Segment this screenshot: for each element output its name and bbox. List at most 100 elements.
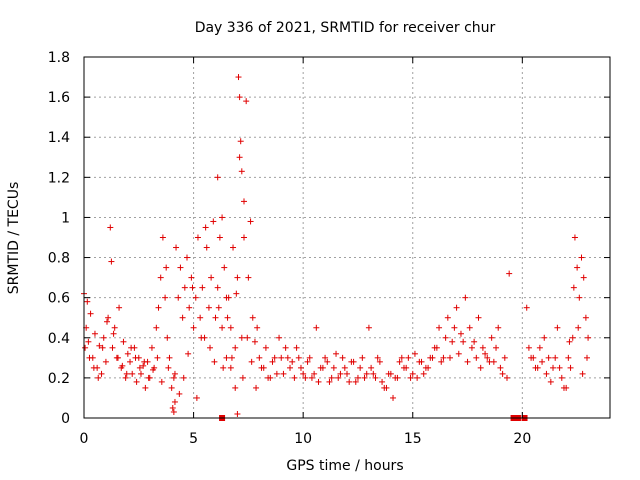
data-point — [153, 324, 160, 331]
data-point — [232, 384, 239, 391]
data-point — [444, 314, 451, 321]
data-point — [575, 324, 582, 331]
data-point — [374, 354, 381, 361]
data-point — [243, 98, 250, 105]
data-point — [541, 334, 548, 341]
data-point — [87, 310, 94, 317]
data-point — [245, 274, 252, 281]
data-point — [136, 364, 143, 371]
data-point — [330, 364, 337, 371]
data-point — [442, 334, 449, 341]
data-point — [236, 94, 243, 101]
data-point — [168, 384, 175, 391]
data-point — [100, 334, 107, 341]
data-point — [499, 370, 506, 377]
data-point — [96, 342, 103, 349]
data-point — [171, 370, 178, 377]
data-point — [232, 344, 239, 351]
data-point — [319, 364, 326, 371]
data-point — [116, 304, 123, 311]
grid-lines — [84, 57, 610, 418]
y-tick-label: 1.8 — [48, 50, 70, 66]
data-point — [248, 358, 255, 365]
data-point — [545, 354, 552, 361]
data-point — [337, 370, 344, 377]
data-point — [365, 324, 372, 331]
data-point — [293, 344, 300, 351]
data-point — [530, 354, 537, 361]
data-point — [580, 274, 587, 281]
data-point — [284, 354, 291, 361]
data-point — [479, 344, 486, 351]
data-point — [227, 364, 234, 371]
data-point — [129, 370, 136, 377]
data-point — [234, 274, 241, 281]
data-point — [240, 234, 247, 241]
data-point — [379, 378, 386, 385]
data-point — [254, 324, 261, 331]
data-point — [244, 334, 251, 341]
data-point — [120, 338, 127, 345]
data-point — [123, 370, 130, 377]
data-point — [133, 378, 140, 385]
data-point — [132, 354, 139, 361]
data-point — [165, 364, 172, 371]
data-point — [567, 364, 574, 371]
data-point — [282, 344, 289, 351]
data-point — [262, 344, 269, 351]
data-point — [236, 154, 243, 161]
data-point — [197, 314, 204, 321]
data-point — [357, 364, 364, 371]
data-point — [473, 354, 480, 361]
data-point — [235, 74, 242, 81]
data-point — [189, 284, 196, 291]
data-point — [199, 284, 206, 291]
data-point — [339, 354, 346, 361]
data-point — [159, 234, 166, 241]
data-point — [361, 374, 368, 381]
data-point — [583, 354, 590, 361]
data-point — [119, 362, 126, 369]
data-point — [184, 254, 191, 261]
data-point — [203, 244, 210, 251]
data-point — [451, 324, 458, 331]
data-point — [372, 374, 379, 381]
data-point — [447, 354, 454, 361]
y-tick-label: 1.2 — [48, 170, 70, 186]
data-point — [585, 334, 592, 341]
y-tick-label: 1 — [61, 210, 70, 226]
data-point — [571, 234, 578, 241]
data-point — [164, 334, 171, 341]
data-point — [212, 314, 219, 321]
data-point — [306, 354, 313, 361]
data-point — [556, 364, 563, 371]
data-point — [253, 384, 260, 391]
data-point — [105, 314, 112, 321]
data-point — [122, 374, 129, 381]
data-point — [335, 374, 342, 381]
data-point — [333, 350, 340, 357]
data-point — [127, 358, 134, 365]
data-point — [291, 374, 298, 381]
data-point — [304, 358, 311, 365]
data-point — [238, 168, 245, 175]
x-axis-label: GPS time / hours — [286, 458, 403, 474]
data-point — [501, 354, 508, 361]
data-point — [271, 354, 278, 361]
data-point — [381, 384, 388, 391]
data-point — [565, 354, 572, 361]
data-point — [108, 258, 115, 265]
data-point — [300, 370, 307, 377]
data-point — [114, 354, 121, 361]
data-point — [154, 354, 161, 361]
data-point — [460, 338, 467, 345]
data-point — [324, 358, 331, 365]
data-point — [269, 358, 276, 365]
data-point — [219, 214, 226, 221]
data-point — [462, 294, 469, 301]
data-point — [354, 374, 361, 381]
x-tick-label: 5 — [189, 431, 198, 447]
data-point — [280, 370, 287, 377]
data-point — [495, 324, 502, 331]
data-point — [276, 334, 283, 341]
